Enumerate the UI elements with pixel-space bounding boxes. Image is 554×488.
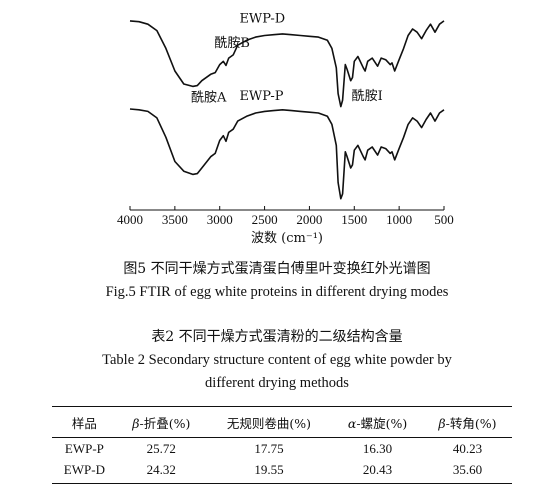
annotations: EWP-D 酰胺B 酰胺A EWP-P 酰胺I — [191, 12, 383, 106]
table-cell: 40.23 — [452, 441, 483, 456]
table-row: EWP-P 25.72 17.75 16.30 40.23 — [52, 438, 512, 460]
table-cell: 24.32 — [116, 459, 206, 484]
chart-annotation: EWP-P — [239, 89, 283, 104]
table-header-row: 样品 β-折叠(%) 无规则卷曲(%) α-螺旋(%) β-转角(%) — [52, 406, 512, 438]
x-tick-label: 3500 — [162, 212, 188, 227]
table-title-en-line2: different drying methods — [205, 375, 349, 391]
header-sample: 样品 — [52, 406, 117, 438]
chart-annotation: 酰胺I — [352, 89, 383, 104]
table-cell: 19.55 — [205, 459, 333, 484]
header-alpha-helix: α-螺旋(%) — [332, 406, 423, 438]
figure-caption-cn: 图5 不同干燥方式蛋清蛋白傅里叶变换红外光谱图 — [123, 261, 431, 277]
table-cell: 35.60 — [422, 459, 512, 484]
x-axis-title: 波数 (cm⁻¹) — [251, 231, 323, 246]
table-cell: EWP-P — [64, 441, 104, 456]
x-tick-label: 3000 — [207, 212, 233, 227]
x-tick-label: 4000 — [117, 212, 143, 227]
ftir-chart: EWP-D 酰胺B 酰胺A EWP-P 酰胺I 4000 3500 3000 2500 2000… — [117, 12, 454, 246]
table-cell: 16.30 — [362, 441, 393, 456]
table-title-en-line1: Table 2 Secondary structure content of e… — [102, 352, 452, 368]
x-ticks: 4000 3500 3000 2500 2000 1500 1000 500 — [117, 206, 454, 227]
series-line-ewp-p — [129, 108, 445, 200]
chart-annotation: 酰胺B — [214, 36, 250, 51]
plot-lines — [129, 20, 445, 200]
table-title-cn: 表2 不同干燥方式蛋清粉的二级结构含量 — [151, 329, 403, 345]
series-line-ewp-d — [129, 20, 445, 108]
x-tick-label: 1500 — [341, 212, 367, 227]
chart-annotation: EWP-D — [239, 12, 285, 27]
table-cell: 17.75 — [254, 441, 284, 456]
table-cell: 25.72 — [146, 441, 176, 456]
x-tick-label: 500 — [434, 212, 454, 227]
table-row: EWP-D 24.32 19.55 20.43 35.60 — [52, 459, 512, 484]
figure-caption-en: Fig.5 FTIR of egg white proteins in diff… — [105, 284, 449, 300]
chart-annotation: 酰胺A — [191, 91, 227, 106]
header-beta-turn: β-转角(%) — [422, 406, 512, 438]
secondary-structure-table: 样品 β-折叠(%) 无规则卷曲(%) α-螺旋(%) β-转角(%) EWP-… — [52, 406, 512, 484]
header-beta-sheet: β-折叠(%) — [116, 406, 206, 438]
x-tick-label: 1000 — [386, 212, 412, 227]
header-random-coil: 无规则卷曲(%) — [205, 406, 333, 438]
table-cell: EWP-D — [52, 459, 117, 484]
table-cell: 20.43 — [332, 459, 423, 484]
x-tick-label: 2500 — [252, 212, 278, 227]
x-tick-label: 2000 — [296, 212, 322, 227]
